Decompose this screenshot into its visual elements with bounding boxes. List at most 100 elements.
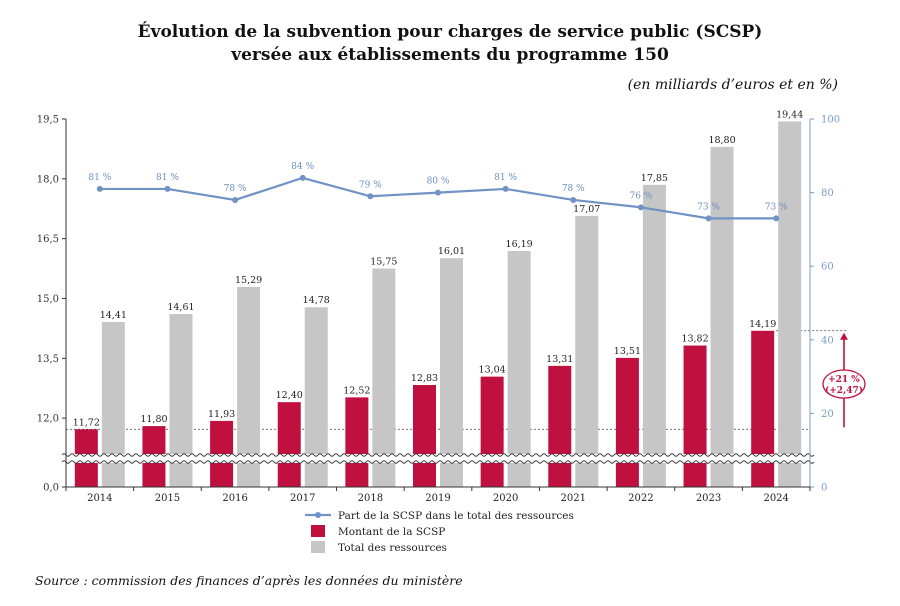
legend-line-marker bbox=[315, 512, 321, 518]
part-point bbox=[502, 185, 509, 192]
chart-subtitle: (en milliards d’euros et en %) bbox=[627, 77, 838, 93]
part-label: 81 % bbox=[88, 173, 111, 183]
part-label: 84 % bbox=[291, 162, 314, 172]
bar-montant bbox=[345, 397, 369, 487]
part-label: 79 % bbox=[359, 180, 382, 190]
part-point bbox=[773, 215, 780, 222]
bars-group bbox=[74, 121, 802, 487]
x-tick-label: 2016 bbox=[222, 493, 247, 504]
x-tick-label: 2018 bbox=[358, 493, 383, 504]
annotation-amount: (+2,47) bbox=[825, 385, 863, 396]
bar-montant-label: 11,72 bbox=[73, 417, 100, 428]
part-line-group bbox=[96, 174, 780, 222]
bar-montant-label: 14,19 bbox=[749, 319, 776, 330]
part-point bbox=[96, 185, 103, 192]
x-tick-label: 2019 bbox=[425, 493, 450, 504]
bar-total bbox=[440, 258, 463, 487]
part-label: 73 % bbox=[765, 202, 788, 212]
bar-total-label: 15,75 bbox=[370, 257, 397, 268]
bar-montant-label: 12,83 bbox=[411, 373, 438, 384]
part-point bbox=[232, 196, 239, 203]
bar-total-label: 17,07 bbox=[573, 204, 600, 215]
annotation-arrow-head bbox=[840, 332, 848, 340]
y-left-tick-label: 15,0 bbox=[37, 294, 59, 305]
bar-montant bbox=[683, 345, 707, 487]
x-tick-label: 2020 bbox=[493, 493, 518, 504]
part-label: 81 % bbox=[156, 173, 179, 183]
bar-total bbox=[169, 314, 193, 487]
bar-montant bbox=[615, 357, 639, 487]
part-point bbox=[637, 204, 644, 211]
bar-montant-label: 11,93 bbox=[208, 409, 235, 420]
part-label: 80 % bbox=[427, 177, 450, 187]
y-right-tick-label: 0 bbox=[821, 483, 827, 494]
axis-break-line-bottom bbox=[61, 460, 815, 464]
bar-total-label: 16,01 bbox=[438, 246, 465, 257]
y-left-tick-label: 13,5 bbox=[37, 354, 59, 365]
part-label: 78 % bbox=[562, 184, 585, 194]
bar-montant-label: 13,31 bbox=[546, 354, 573, 365]
bar-montant-label: 11,80 bbox=[140, 414, 167, 425]
legend-swatch-montant bbox=[311, 525, 325, 537]
part-label: 73 % bbox=[697, 202, 720, 212]
bar-total-label: 17,85 bbox=[641, 173, 668, 184]
y-right-tick-label: 80 bbox=[821, 188, 834, 199]
bar-total bbox=[778, 121, 802, 487]
y-right-tick-label: 100 bbox=[821, 115, 840, 126]
source-note: Source : commission des finances d’après… bbox=[35, 573, 463, 588]
bar-montant bbox=[751, 330, 775, 487]
part-point bbox=[435, 189, 441, 196]
legend-label-part: Part de la SCSP dans le total des ressou… bbox=[338, 510, 574, 522]
axis-break-gap bbox=[64, 454, 812, 463]
bar-total bbox=[304, 307, 328, 487]
x-tick-label: 2021 bbox=[561, 493, 586, 504]
bar-montant bbox=[210, 420, 234, 487]
bar-total-label: 18,80 bbox=[708, 135, 735, 146]
bar-total-label: 14,78 bbox=[303, 295, 330, 306]
bar-total bbox=[575, 215, 599, 487]
bar-montant bbox=[480, 376, 504, 487]
annotation-ellipse bbox=[822, 369, 866, 399]
part-point bbox=[299, 174, 306, 181]
bar-total-label: 15,29 bbox=[235, 275, 262, 286]
y-left-tick-label: 12,0 bbox=[37, 414, 59, 425]
y-right-tick-label: 60 bbox=[821, 262, 834, 273]
bar-total bbox=[710, 146, 734, 487]
part-label: 81 % bbox=[494, 173, 517, 183]
bar-montant-label: 12,40 bbox=[276, 390, 303, 401]
chart-title-line1: Évolution de la subvention pour charges … bbox=[137, 22, 763, 42]
bar-montant bbox=[413, 385, 436, 487]
bar-total bbox=[237, 286, 261, 487]
y-left-tick-label: 18,0 bbox=[37, 174, 59, 185]
part-point bbox=[570, 196, 577, 203]
bar-montant bbox=[277, 402, 301, 487]
axes-group: 0,0 12,0 13,5 15,0 16,5 18,0 19,5 0 20 40 60 80 100 2… bbox=[37, 115, 840, 505]
bar-total bbox=[507, 251, 531, 487]
bar-montant-label: 12,52 bbox=[343, 385, 370, 396]
part-point bbox=[164, 185, 171, 192]
y-left-tick-label: 19,5 bbox=[37, 115, 59, 126]
chart-title-line2: versée aux établissements du programme 1… bbox=[231, 45, 669, 65]
x-tick-label: 2017 bbox=[290, 493, 315, 504]
bar-total-label: 16,19 bbox=[506, 239, 533, 250]
legend-label-montant: Montant de la SCSP bbox=[338, 526, 445, 538]
part-point bbox=[705, 215, 712, 222]
growth-annotation: +21 %(+2,47) bbox=[822, 332, 866, 428]
y-right-tick-label: 20 bbox=[821, 409, 834, 420]
y-left-tick-label: 0,0 bbox=[43, 483, 59, 494]
bar-montant-label: 13,04 bbox=[479, 365, 506, 376]
bar-total-label: 14,61 bbox=[167, 302, 194, 313]
bar-total-label: 19,44 bbox=[776, 109, 803, 120]
bar-montant bbox=[548, 365, 572, 487]
part-label: 76 % bbox=[629, 191, 652, 201]
x-tick-label: 2022 bbox=[628, 493, 653, 504]
legend-label-total: Total des ressources bbox=[338, 542, 447, 554]
bar-montant-label: 13,51 bbox=[614, 346, 641, 357]
part-point bbox=[367, 193, 374, 200]
y-left-tick-label: 16,5 bbox=[37, 234, 59, 245]
bar-montant-label: 13,82 bbox=[681, 334, 708, 345]
legend: Part de la SCSP dans le total des ressou… bbox=[305, 510, 574, 554]
x-tick-label: 2014 bbox=[87, 493, 112, 504]
part-label: 78 % bbox=[224, 184, 247, 194]
